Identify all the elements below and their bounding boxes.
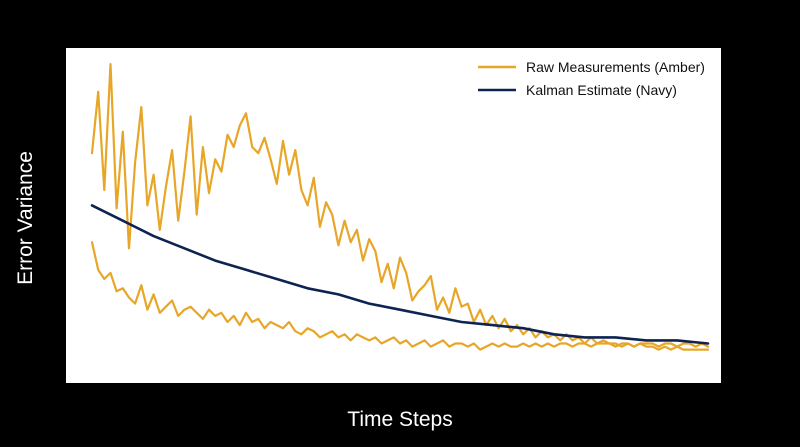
plot-area bbox=[66, 48, 721, 383]
series-line-2-smooth bbox=[90, 204, 710, 345]
x-axis-title: Time Steps bbox=[347, 408, 452, 431]
legend-label-kalman-estimate: Kalman Estimate (Navy) bbox=[526, 82, 677, 98]
series-line-0-noisy-upper bbox=[90, 62, 710, 351]
series-layer bbox=[90, 62, 710, 351]
y-axis-title: Error Variance bbox=[14, 151, 37, 285]
legend-label-raw-measurements: Raw Measurements (Amber) bbox=[526, 59, 705, 75]
legend: Raw Measurements (Amber) Kalman Estimate… bbox=[478, 59, 705, 98]
series-line-1-noisy-lower bbox=[90, 241, 710, 351]
